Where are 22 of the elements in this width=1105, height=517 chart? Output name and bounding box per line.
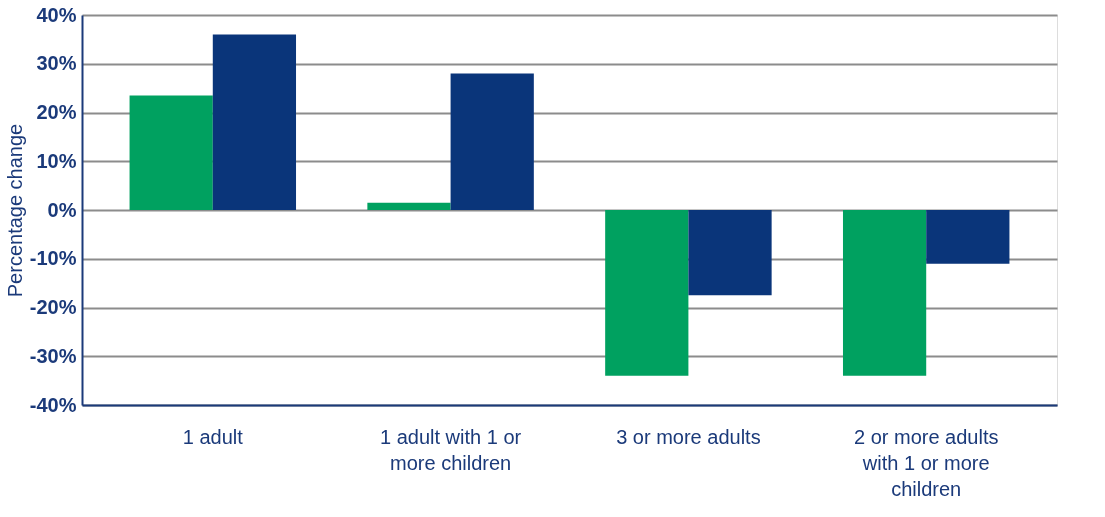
y-tick-label: 0% [47, 198, 77, 221]
y-tick-label: -30% [29, 344, 77, 367]
y-tick-label: 40% [36, 3, 77, 26]
y-axis-title: Percentage change [3, 123, 26, 298]
x-tick-label: 3 or more adults [616, 425, 761, 448]
bar [605, 210, 689, 376]
bar [212, 34, 297, 210]
y-tick-label: 20% [36, 101, 77, 123]
y-tick-label: 10% [36, 149, 77, 172]
y-tick-label: -10% [29, 247, 77, 270]
x-tick-label: 1 adult [182, 425, 244, 448]
bar [367, 202, 451, 210]
x-tick-label: 2 or more adults with 1 or more children [853, 425, 999, 500]
y-tick-label: -40% [29, 393, 77, 416]
y-tick-label: 30% [36, 52, 77, 75]
bar [129, 95, 213, 210]
bar [842, 210, 927, 376]
bar [688, 210, 772, 296]
x-tick-label: 1 adult with 1 or more children [380, 425, 522, 474]
bar [450, 73, 534, 210]
y-tick-label: -20% [29, 296, 77, 318]
bar [926, 210, 1010, 264]
